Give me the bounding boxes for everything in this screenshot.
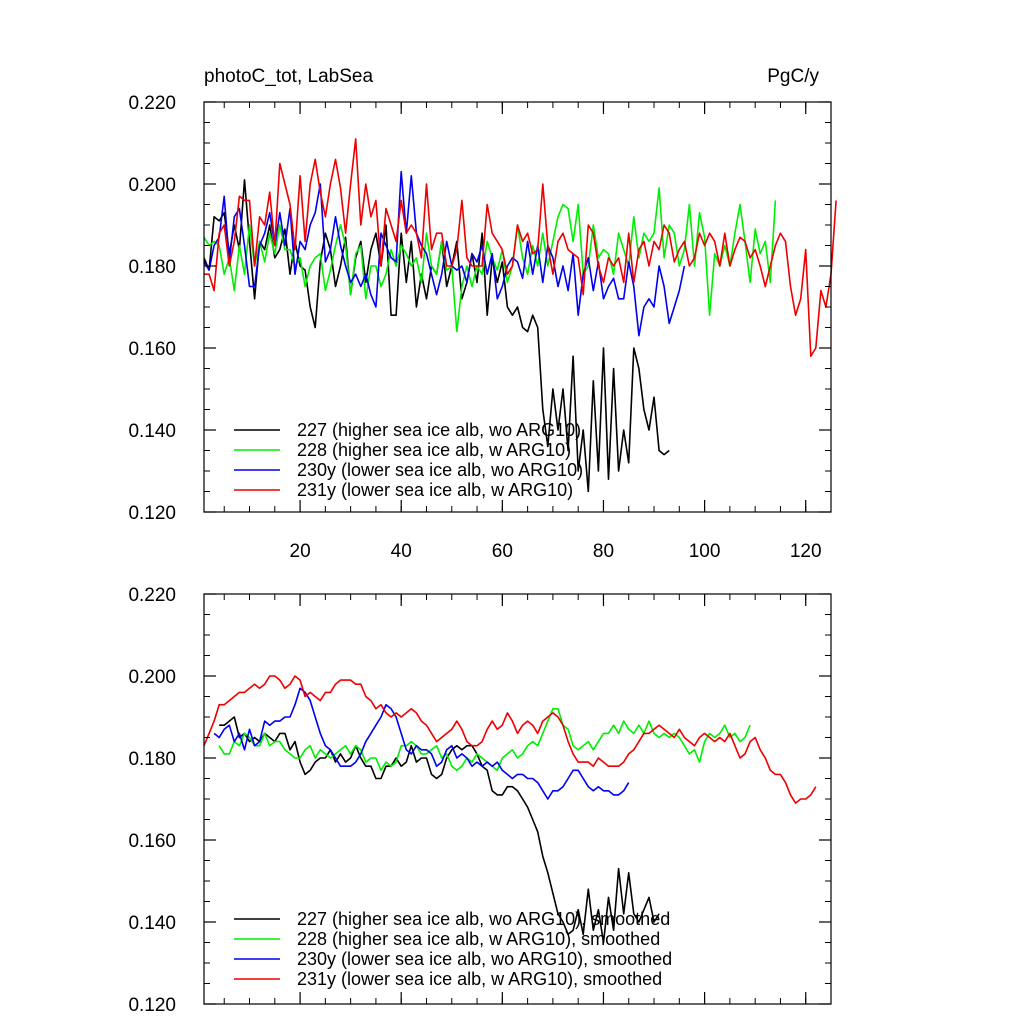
y-tick-label: 0.220 xyxy=(128,93,176,114)
y-tick-label: 0.180 xyxy=(128,257,176,278)
y-tick-label: 0.200 xyxy=(128,175,176,196)
top-axes: 0.120 0.140 0.160 0.180 0.200 0.220 20 40 60 80 10… xyxy=(128,93,832,562)
y-tick-label: 0.200 xyxy=(128,667,176,688)
y-tick-label: 0.120 xyxy=(128,995,176,1016)
y-tick-label: 0.160 xyxy=(128,339,176,360)
legend-label-230y: 230y (lower sea ice alb, wo ARG10), smoo… xyxy=(297,949,672,969)
units-label: PgC/y xyxy=(767,66,819,87)
x-tick-label: 100 xyxy=(689,541,721,562)
series-line-230y xyxy=(203,170,686,337)
legend-label-227: 227 (higher sea ice alb, wo ARG10), smoo… xyxy=(297,909,670,929)
x-tick-label: 80 xyxy=(593,541,614,562)
y-tick-label: 0.120 xyxy=(128,503,176,524)
legend-label-230y: 230y (lower sea ice alb, wo ARG10) xyxy=(297,460,583,480)
bottom-axes: 0.120 0.140 0.160 0.180 0.200 0.220 xyxy=(128,585,832,1016)
bottom-legend: 227 (higher sea ice alb, wo ARG10), smoo… xyxy=(234,909,672,989)
legend-label-227: 227 (higher sea ice alb, wo ARG10) xyxy=(297,420,581,440)
legend-label-228: 228 (higher sea ice alb, w ARG10) xyxy=(297,440,571,460)
series-line-227 xyxy=(219,716,660,944)
x-tick-label: 120 xyxy=(790,541,822,562)
series-line-231y xyxy=(203,675,817,804)
x-tick-label: 40 xyxy=(391,541,412,562)
legend-label-231y: 231y (lower sea ice alb, w ARG10), smoot… xyxy=(297,969,662,989)
series-line-228 xyxy=(203,187,777,333)
series-line-231y xyxy=(204,138,837,358)
y-tick-label: 0.140 xyxy=(128,421,176,442)
top-series-group xyxy=(203,138,837,493)
x-tick-label: 20 xyxy=(290,541,311,562)
legend-label-231y: 231y (lower sea ice alb, w ARG10) xyxy=(297,480,573,500)
series-line-230y xyxy=(213,687,630,800)
bottom-panel: 0.120 0.140 0.160 0.180 0.200 0.220 227 (high… xyxy=(128,585,832,1016)
top-legend: 227 (higher sea ice alb, wo ARG10)228 (h… xyxy=(234,420,583,500)
x-tick-label: 60 xyxy=(492,541,513,562)
y-tick-label: 0.140 xyxy=(128,913,176,934)
y-tick-label: 0.220 xyxy=(128,585,176,606)
top-panel: photoC_tot, LabSea PgC/y 0.120 0.140 0.160… xyxy=(128,66,837,562)
bottom-series-group xyxy=(203,675,817,944)
y-tick-label: 0.180 xyxy=(128,749,176,770)
chart-title: photoC_tot, LabSea xyxy=(204,66,373,87)
y-tick-label: 0.160 xyxy=(128,831,176,852)
legend-label-228: 228 (higher sea ice alb, w ARG10), smoot… xyxy=(297,929,660,949)
series-line-228 xyxy=(218,707,751,772)
